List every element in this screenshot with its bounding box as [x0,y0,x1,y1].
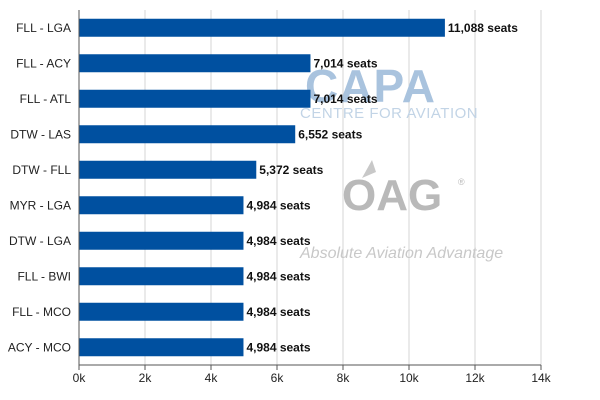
data-label: 7,014 seats [313,56,377,70]
bar [79,125,296,144]
bar [79,160,257,179]
bar [79,338,244,357]
oag-logo-watermark: OAG [342,171,442,220]
x-tick-label: 4k [205,371,219,385]
category-label: DTW - LAS [10,127,71,141]
category-label: FLL - MCO [12,305,71,319]
category-label: FLL - LGA [16,21,71,35]
category-label: FLL - ATL [20,92,72,106]
x-tick-label: 0k [73,371,87,385]
oag-tagline-watermark: Absolute Aviation Advantage [299,245,503,262]
x-tick-label: 14k [531,371,551,385]
data-label: 4,984 seats [246,198,310,212]
category-label: ACY - MCO [8,340,71,354]
oag-plane-icon [362,160,376,178]
bar [79,89,311,108]
bar [79,302,244,321]
data-label: 4,984 seats [246,305,310,319]
data-labels: 11,088 seats 7,014 seats 7,014 seats 6,552 … [246,21,518,355]
x-tick-label: 6k [271,371,285,385]
data-label: 7,014 seats [313,92,377,106]
data-label: 4,984 seats [246,234,310,248]
category-label: FLL - ACY [16,56,71,70]
x-tick-label: 8k [337,371,351,385]
category-labels: FLL - LGA FLL - ACY FLL - ATL DTW - LAS DTW … [8,21,71,355]
data-label: 4,984 seats [246,340,310,354]
oag-registered-mark: ® [458,177,465,187]
x-axis-ticks: 0k 2k 4k 6k 8k 10k 12k 14k [73,10,552,385]
data-label: 11,088 seats [448,21,518,35]
bar [79,196,244,215]
capa-subtitle-watermark: CENTRE FOR AVIATION [300,105,478,122]
data-label: 4,984 seats [246,269,310,283]
category-label: DTW - FLL [12,163,71,177]
data-label: 6,552 seats [298,127,362,141]
category-label: FLL - BWI [17,269,71,283]
watermark-group: CAPA CENTRE FOR AVIATION OAG ® Absolute … [299,60,503,262]
category-label: DTW - LGA [9,234,71,248]
category-label: MYR - LGA [10,198,71,212]
x-tick-label: 2k [139,371,153,385]
x-tick-label: 10k [399,371,419,385]
capa-logo-watermark: CAPA [305,60,436,112]
data-label: 5,372 seats [259,163,323,177]
bar [79,231,244,250]
x-tick-label: 12k [465,371,485,385]
bars-group [79,18,445,357]
bar [79,267,244,286]
bar [79,18,445,37]
bar [79,54,311,73]
